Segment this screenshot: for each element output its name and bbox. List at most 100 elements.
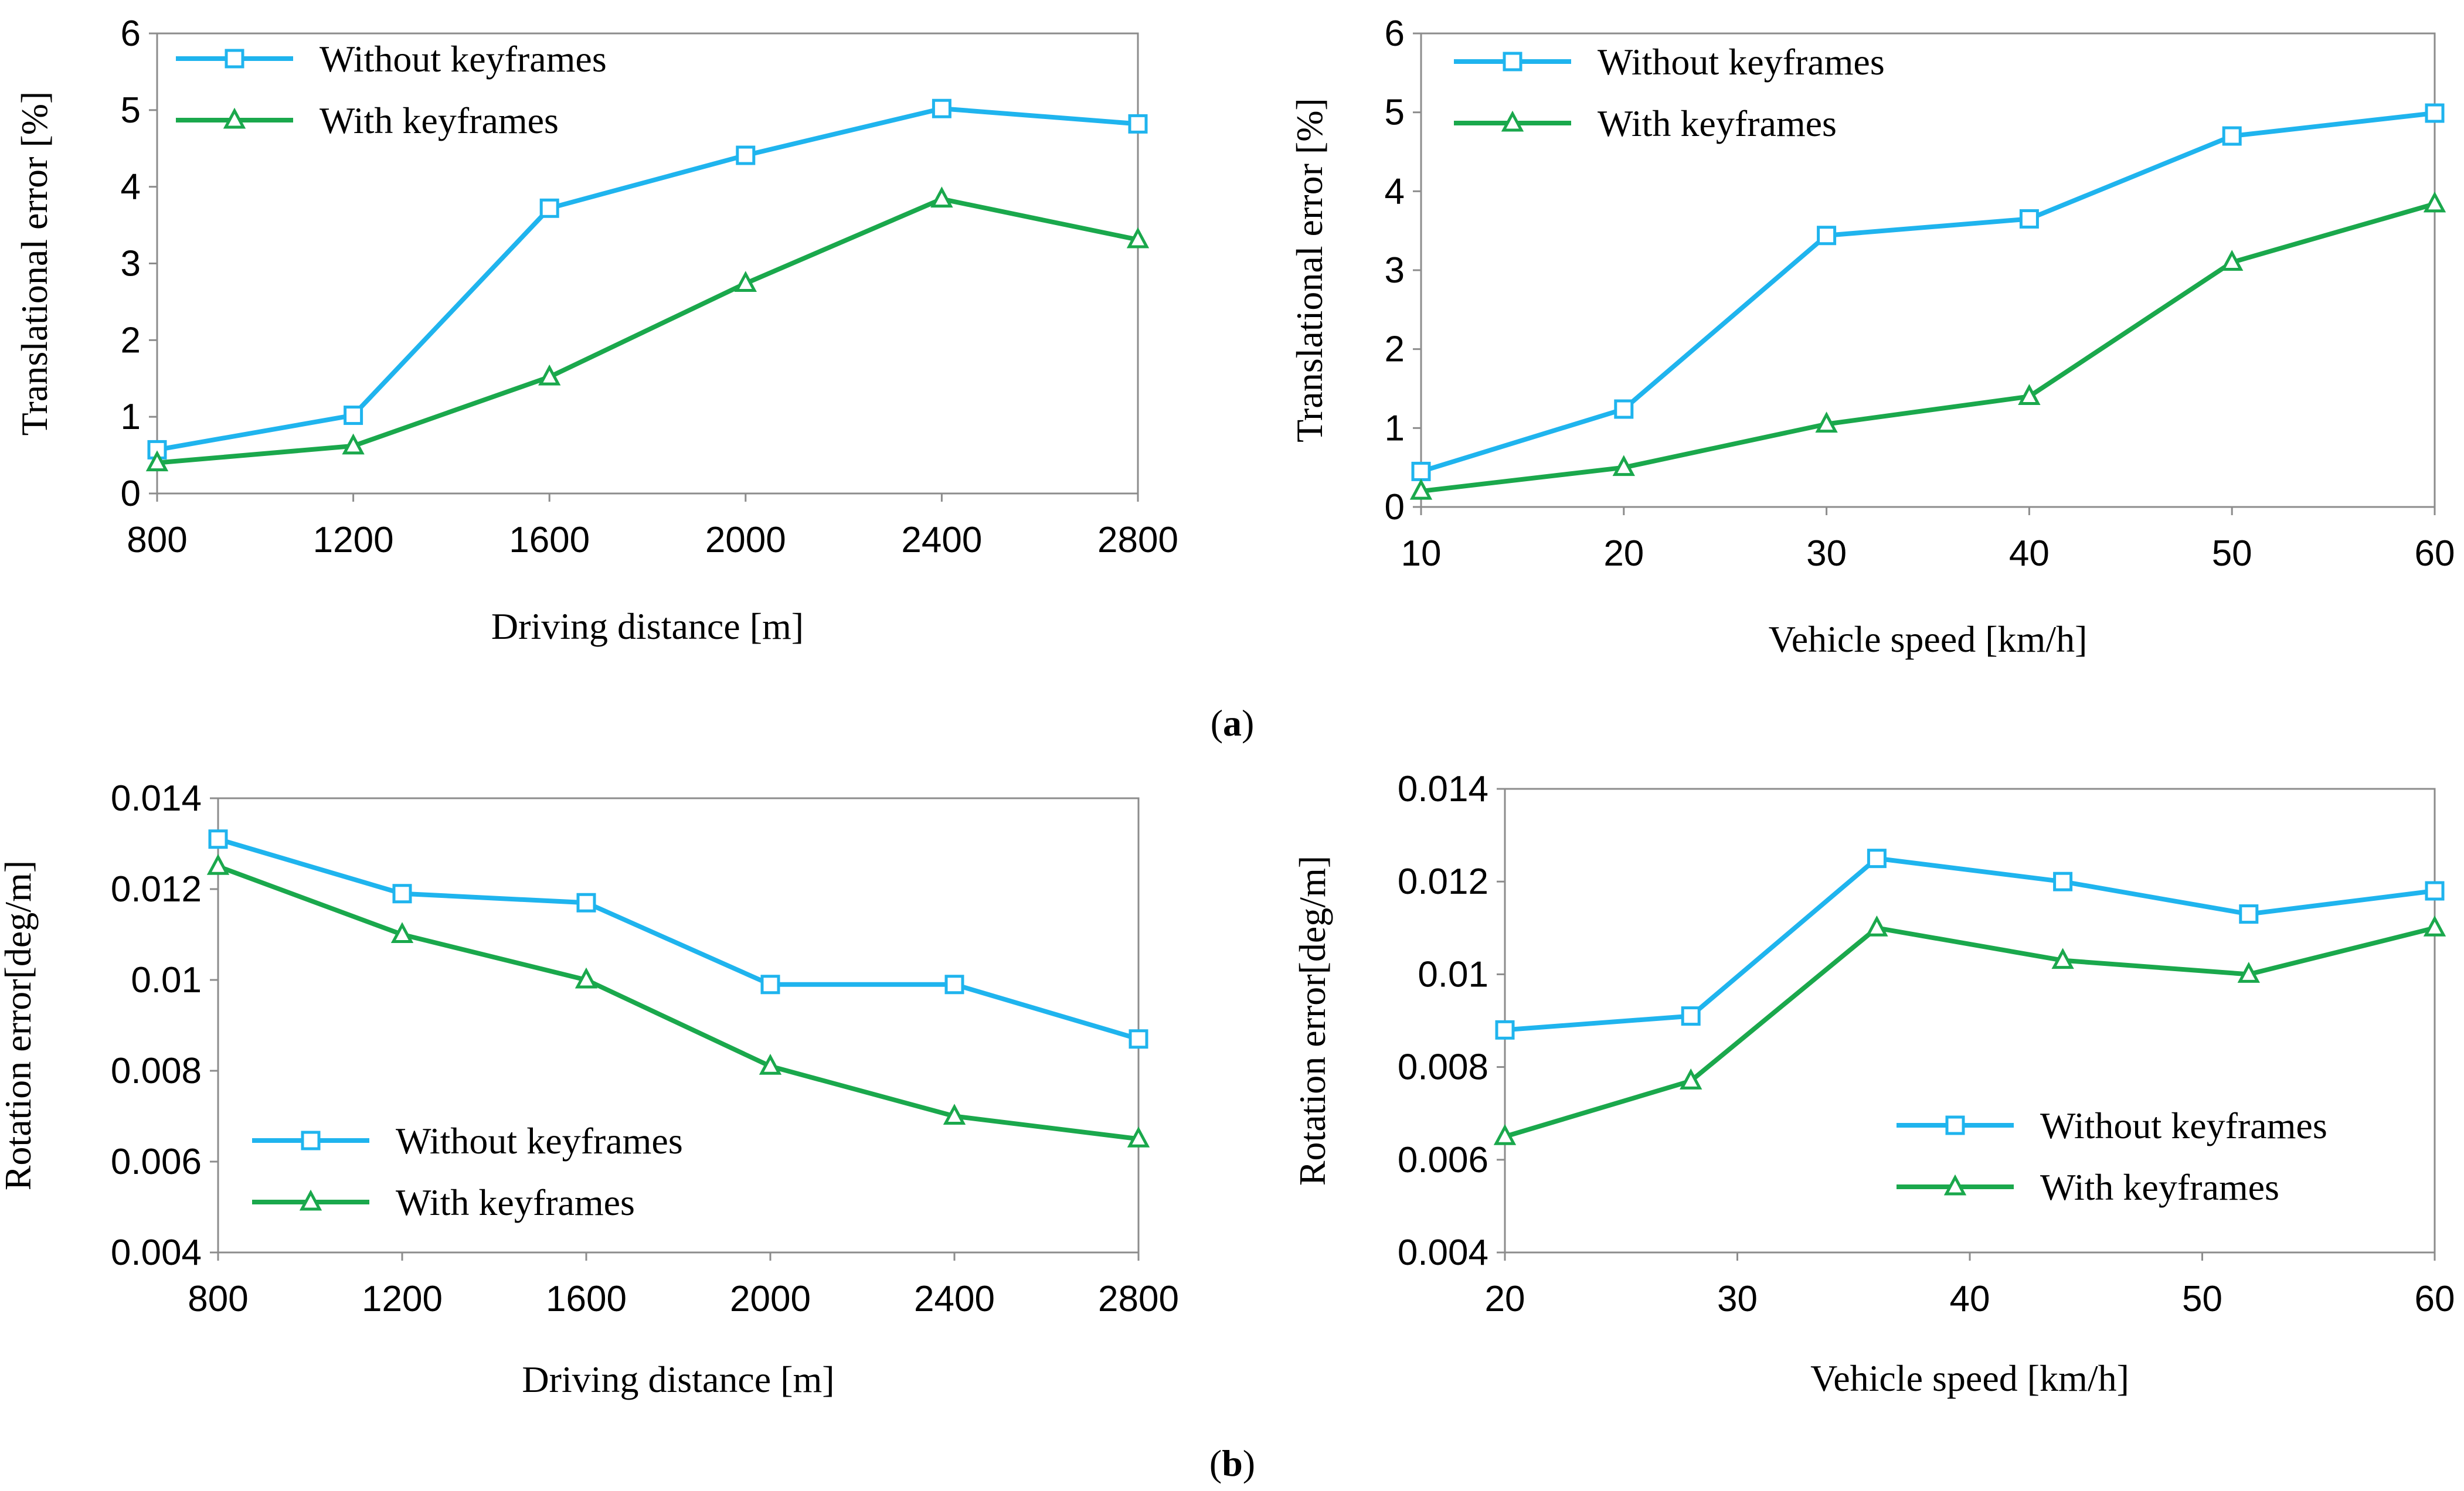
triangle-marker [1127,1126,1150,1148]
series-line-with [1504,925,2435,1139]
triangle-marker [223,107,246,129]
x-tick-label: 20 [1485,1279,1525,1319]
y-tick-label: 0 [121,474,141,514]
y-tick-label: 0 [1385,487,1405,527]
chart-b-left: 0.004 0.006 0.008 0.01 0.012 0.014 800 1200 1600… [0,778,1179,1400]
series-line-without [1504,856,2435,1033]
y-tick-label: 4 [121,167,141,207]
x-tick-label: 40 [1950,1279,1990,1319]
triangle-marker [1501,110,1524,132]
y-tick-label: 0.008 [1398,1047,1488,1088]
chart-a-right: 0 1 2 3 4 5 6 10 20 30 40 50 60 Vehicle speed [km/h] T… [1289,13,2455,660]
y-tick-label: 0.012 [111,869,202,910]
y-tick-label: 0.014 [1398,769,1488,809]
x-tick-label: 1200 [362,1279,443,1319]
y-tick-label: 0.004 [111,1233,202,1273]
square-marker [2222,126,2242,146]
series-line-without [157,106,1138,452]
triangle-marker [2221,250,2244,271]
triangle-marker [1409,478,1433,500]
square-marker [1128,114,1148,134]
square-marker [1503,52,1522,72]
square-marker [2425,103,2445,123]
x-axis-title: Driving distance [m] [522,1359,834,1400]
y-tick-label: 1 [1385,408,1405,448]
legend-label-with: With keyframes [2040,1166,2279,1208]
triangle-marker [342,433,365,455]
triangle-marker [943,1104,966,1125]
square-marker [932,98,951,118]
caption-a: (a) [1211,702,1255,744]
x-tick-label: 2400 [901,520,982,560]
square-marker [1817,226,1837,246]
square-marker [539,198,559,218]
square-marker [225,49,244,69]
y-tick-label: 4 [1385,171,1405,212]
y-tick-label: 0.004 [1398,1233,1488,1273]
legend-label-without: Without keyframes [320,38,607,80]
square-marker [1681,1006,1701,1026]
square-marker [2239,904,2259,924]
y-tick-label: 2 [1385,329,1405,370]
x-tick-label: 30 [1717,1279,1758,1319]
square-marker [760,975,780,995]
triangle-marker [299,1189,322,1211]
triangle-marker [2423,191,2446,213]
y-tick-label: 0.006 [1398,1140,1488,1180]
square-marker [1945,1115,1965,1135]
legend-label-without: Without keyframes [396,1120,683,1162]
legend-label-with: With keyframes [320,100,559,141]
triangle-marker [2051,948,2074,969]
triangle-marker [1493,1124,1517,1145]
x-tick-label: 40 [2009,533,2050,574]
triangle-marker [2018,384,2041,405]
series-line-with [217,864,1139,1142]
y-axis-title: Translational error [%] [1289,98,1330,442]
x-tick-label: 2800 [1097,520,1178,560]
x-tick-label: 2400 [914,1279,995,1319]
x-tick-label: 50 [2182,1279,2222,1319]
square-marker [2053,872,2073,891]
square-marker [2019,209,2039,229]
x-axis-title: Vehicle speed [km/h] [1769,618,2088,660]
triangle-marker [759,1053,782,1075]
series-line-without [217,836,1140,1041]
y-tick-label: 3 [1385,250,1405,291]
chart-a-left: 0 1 2 3 4 5 6 800 1200 1600 2000 2400 2800 Driving di… [13,13,1178,647]
triangle-marker [390,922,414,943]
legend-label-without: Without keyframes [2040,1105,2327,1146]
x-tick-label: 2800 [1098,1279,1179,1319]
x-tick-label: 1600 [546,1279,627,1319]
y-axis-title: Translational error [%] [13,91,55,436]
caption-b-letter: b [1222,1442,1243,1484]
triangle-marker [145,450,169,472]
x-tick-label: 50 [2212,533,2252,574]
series-line-without [1420,111,2435,474]
y-tick-label: 0.012 [1398,862,1488,902]
y-axis-title: Rotation error[deg/m] [1292,856,1333,1186]
x-tick-label: 2000 [730,1279,811,1319]
y-tick-label: 0.008 [111,1051,202,1091]
legend-label-with: With keyframes [1598,103,1837,144]
triangle-marker [1680,1068,1702,1090]
y-tick-label: 3 [121,244,141,284]
triangle-marker [2423,915,2446,937]
caption-a-letter: a [1223,702,1242,744]
triangle-marker [575,967,598,989]
x-tick-label: 20 [1603,533,1644,574]
triangle-marker [1815,411,1838,433]
triangle-marker [538,364,561,386]
triangle-marker [1865,915,1888,937]
x-axis-title: Driving distance [m] [491,605,804,647]
square-marker [1129,1029,1148,1049]
chart-b-right: 0.004 0.006 0.008 0.01 0.012 0.014 20 30 40 50 60 V… [1292,769,2455,1399]
y-tick-label: 0.01 [1418,954,1488,995]
series-line-with [157,196,1138,465]
x-tick-label: 1200 [313,520,394,560]
triangle-marker [1943,1174,1967,1196]
x-tick-label: 10 [1401,533,1442,574]
square-marker [1867,849,1887,869]
square-marker [944,975,964,995]
